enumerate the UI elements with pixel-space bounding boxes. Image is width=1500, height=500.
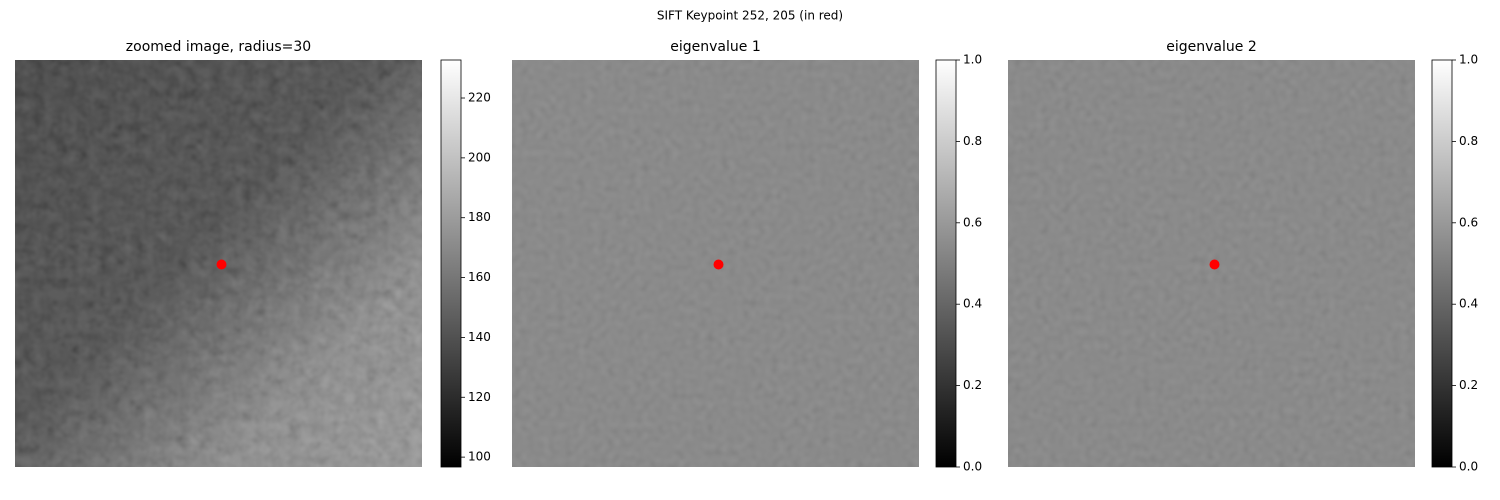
keypoint-marker: [216, 259, 227, 270]
colorbar-tick-label: 1.0: [1459, 53, 1478, 67]
colorbar-tick-label: 180: [468, 210, 491, 224]
colorbar-tick-label: 0.4: [1459, 297, 1478, 311]
colorbar-tick-label: 0.2: [963, 378, 982, 392]
colorbar: [1431, 59, 1453, 468]
colorbar-tick-label: 0.2: [1459, 378, 1478, 392]
figure-title: SIFT Keypoint 252, 205 (in red): [657, 9, 843, 23]
colorbar-tick-label: 200: [468, 150, 491, 164]
keypoint-marker: [1209, 259, 1220, 270]
colorbar: [935, 59, 957, 468]
panel-title: eigenvalue 2: [1166, 39, 1256, 55]
colorbar-tick-label: 0.0: [1459, 460, 1478, 474]
colorbar-tick-label: 0.0: [963, 460, 982, 474]
colorbar-tick-label: 140: [468, 330, 491, 344]
colorbar-tick-label: 160: [468, 270, 491, 284]
colorbar-tick-label: 0.6: [963, 215, 982, 229]
colorbar-tick-label: 0.4: [963, 297, 982, 311]
colorbar-tick-label: 0.6: [1459, 215, 1478, 229]
colorbar-tick-label: 120: [468, 390, 491, 404]
colorbar: [440, 59, 462, 468]
colorbar-tick-label: 1.0: [963, 53, 982, 67]
keypoint-marker: [713, 259, 724, 270]
colorbar-tick-label: 220: [468, 91, 491, 105]
panel-title: zoomed image, radius=30: [126, 39, 311, 55]
colorbar-tick-label: 0.8: [963, 134, 982, 148]
colorbar-tick-label: 0.8: [1459, 134, 1478, 148]
colorbar-tick-label: 100: [468, 450, 491, 464]
panel-title: eigenvalue 1: [670, 39, 760, 55]
